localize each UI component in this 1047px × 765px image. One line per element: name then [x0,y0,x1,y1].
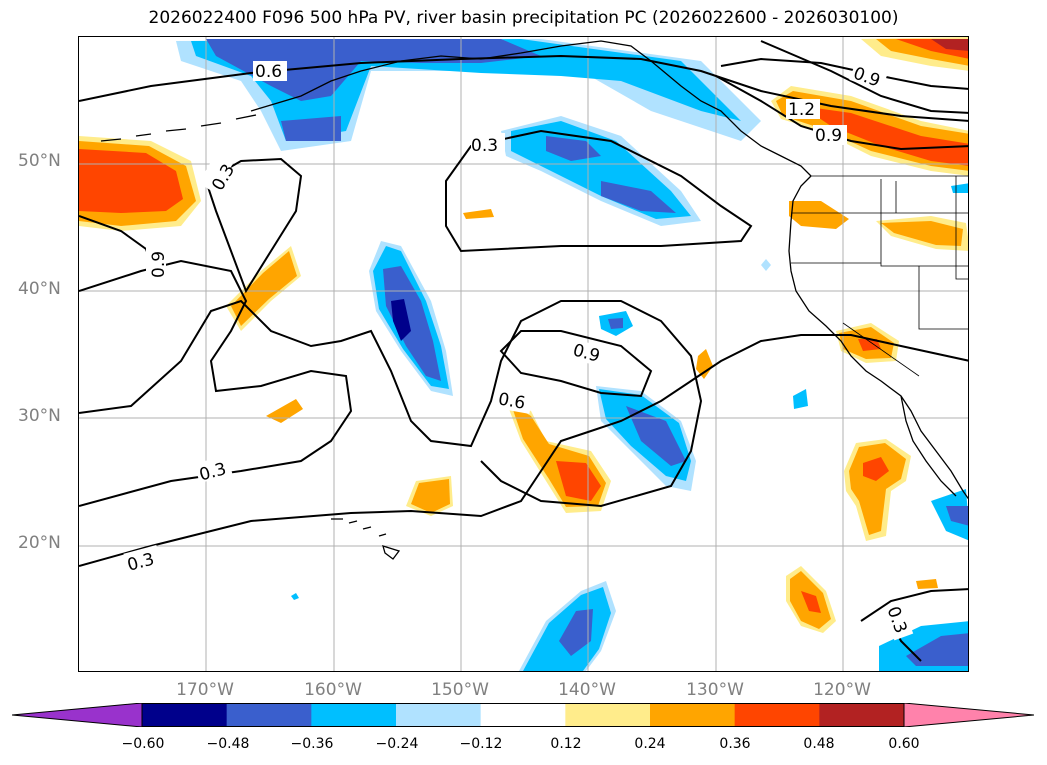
lon-label-140w: 140°W [558,680,616,700]
pos-155w-mid [411,479,450,513]
pv-label: 1.2 [788,100,815,120]
lat-label-30n: 30°N [18,406,61,426]
pv-contour-0p6-central [79,299,703,508]
colorbar [12,703,1034,727]
neg-se-b-core [906,633,968,666]
pos-122w-core [801,591,821,613]
pv-contours [79,40,968,662]
baja [900,395,957,497]
colorbar-swatch [142,703,228,727]
pv-contour-0p9-central [499,330,653,398]
map-svg: 0.6 0.3 0.3 0.9 1.2 0.9 0.9 0.3 0.9 0.6 … [79,37,968,671]
neg-small-a-core [608,318,623,329]
pv-label: 0.6 [255,62,282,82]
neg-se-a-core [946,506,968,526]
neg-central-core [383,266,441,381]
neg-tiny-c [291,593,299,600]
lat-label-40n: 40°N [18,279,61,299]
map-panel: 0.6 0.3 0.3 0.9 1.2 0.9 0.9 0.3 0.9 0.6 … [78,36,969,672]
colorbar-tick: −0.60 [121,736,165,752]
pv-contour-0p3-west [79,259,353,507]
lon-label-130w: 130°W [686,680,744,700]
pos-142w-core [556,461,601,501]
hawaii [331,518,401,560]
neg-ne-pacific-core [546,136,676,213]
lon-label-170w: 170°W [176,680,234,700]
pv-label: 0.6 [497,389,527,413]
neg-band-north-core [206,39,541,101]
colorbar-swatch [226,703,312,727]
pv-label: 0.9 [149,251,169,278]
borders [791,175,968,377]
coastlines [100,40,968,560]
colorbar-swatch [396,703,482,727]
pos-small-a [266,399,303,423]
pos-small-c [696,349,713,379]
colorbar-swatches [12,703,1034,727]
pos-small-b [463,209,494,219]
colorbar-swatch [650,703,736,727]
neg-tiny-a [793,389,808,409]
pv-contour-1p2 [760,40,968,114]
pv-contour-0p9-ne [720,57,968,90]
neg-south-core [559,609,593,656]
colorbar-tick: 0.48 [803,736,835,752]
colorbar-tick: −0.12 [459,736,503,752]
pv-contour-0p3-central [445,129,753,253]
graticule [79,37,968,671]
colorbar-tick: 0.12 [550,736,582,752]
pos-117w-core [863,457,889,481]
alaska-coast [250,40,812,177]
pv-contour-0p3-south [79,334,968,567]
colorbar-extend-max [904,703,1034,727]
colorbar-extend-min [12,703,142,727]
neg-band-north-core2 [281,116,341,141]
pos-idaho-mid [881,221,963,246]
lat-label-20n: 20°N [18,533,61,553]
colorbar-tick: 0.24 [634,736,666,752]
pos-ne-corner-max [931,39,968,51]
pv-contour-0p6-north [79,54,968,122]
neg-tiny-b [761,259,771,271]
pos-west-core [79,149,183,213]
pos-117w-mid [849,443,906,535]
pv-label: 0.3 [471,136,498,156]
pv-label: 0.9 [815,126,842,146]
colorbar-swatch [734,703,820,727]
colorbar-tick: −0.48 [206,736,250,752]
neg-tiny-d [951,183,968,193]
pv-label: 0.9 [571,340,602,366]
colorbar-tick: −0.24 [375,736,419,752]
map-title: 2026022400 F096 500 hPa PV, river basin … [148,8,899,28]
colorbar-swatch [565,703,651,727]
colorbar-swatch [311,703,397,727]
lon-label-150w: 150°W [431,680,489,700]
colorbar-swatch [480,703,566,727]
lon-label-120w: 120°W [813,680,871,700]
aleutians [100,114,257,142]
pos-tiny-e [916,579,938,589]
pos-calif-core [858,339,881,351]
colorbar-swatch [819,703,905,727]
neg-mid-pacific-core [626,406,686,466]
lat-label-50n: 50°N [18,151,61,171]
pv-contour-0p3-loop [204,157,303,294]
pv-contour-0p3-se [860,588,968,622]
colorbar-tick: 0.60 [888,736,920,752]
precip-shading [79,37,968,671]
colorbar-tick: 0.36 [719,736,751,752]
west-coast [788,175,968,500]
lon-label-160w: 160°W [304,680,362,700]
colorbar-tick: −0.36 [290,736,334,752]
pos-oregon [789,201,849,229]
neg-central-max [391,299,411,341]
